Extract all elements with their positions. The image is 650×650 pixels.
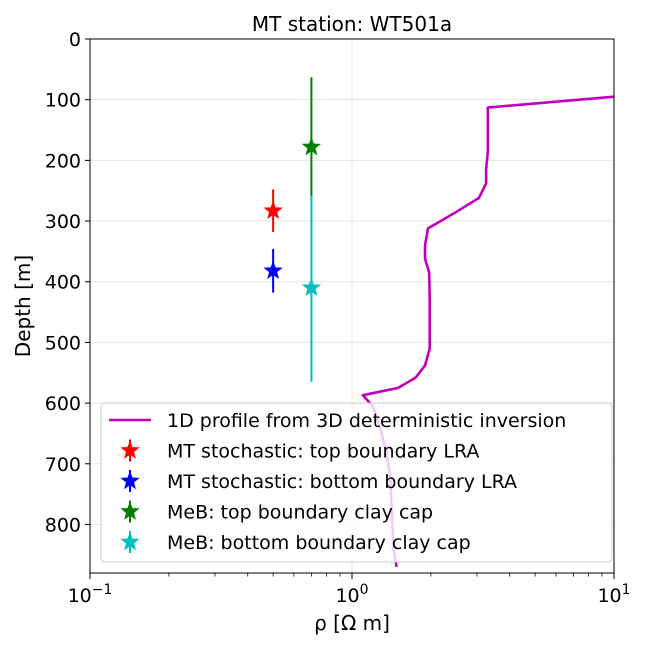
x-tick-label: 100 — [335, 582, 368, 607]
axes: 0 100 200 300 400 500 600 700 800 10−1 100 101 — [45, 29, 631, 607]
star-marker-2 — [263, 260, 283, 280]
legend-handle-star — [120, 470, 140, 490]
legend-label: MT stochastic: top boundary LRA — [167, 441, 479, 463]
legend-handle-star — [120, 531, 140, 551]
chart-title: MT station: WT501a — [252, 12, 452, 36]
y-tick-label: 800 — [45, 514, 81, 536]
star-marker-4 — [301, 277, 322, 297]
y-tick-label: 100 — [45, 90, 81, 112]
y-tick-label: 200 — [45, 150, 81, 172]
y-tick-label: 700 — [45, 454, 81, 476]
legend-label: MT stochastic: bottom boundary LRA — [167, 471, 517, 493]
star-marker-1 — [263, 200, 283, 219]
y-tick-label: 500 — [45, 332, 81, 354]
legend: 1D profile from 3D deterministic inversi… — [100, 402, 613, 563]
legend-label: 1D profile from 3D deterministic inversi… — [167, 410, 566, 432]
y-tick-label: 300 — [45, 211, 81, 233]
x-tick-label: 10−1 — [68, 582, 113, 607]
y-tick-label: 400 — [45, 272, 81, 294]
legend-label: MeB: top boundary clay cap — [167, 502, 433, 524]
x-tick-label: 101 — [597, 582, 630, 607]
y-tick-label: 0 — [69, 29, 81, 51]
y-axis-label: Depth [m] — [11, 255, 35, 357]
y-tick-label: 600 — [45, 393, 81, 415]
legend-label: MeB: bottom boundary clay cap — [167, 532, 471, 554]
legend-box — [100, 402, 613, 563]
star-marker-3 — [301, 136, 322, 156]
legend-handle-star — [120, 440, 140, 459]
legend-handle-star — [120, 501, 140, 520]
x-axis-label: ρ [Ω m] — [314, 611, 390, 635]
